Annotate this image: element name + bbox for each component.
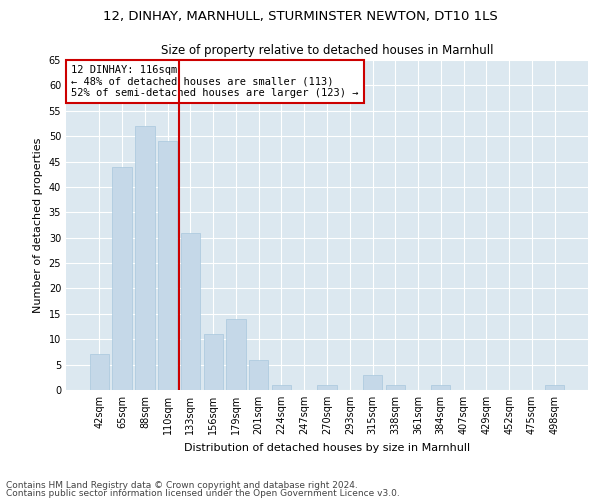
Bar [545,385,564,390]
Text: Contains public sector information licensed under the Open Government Licence v3: Contains public sector information licen… [6,488,400,498]
Bar [203,334,223,390]
Bar [317,385,337,390]
Title: Size of property relative to detached houses in Marnhull: Size of property relative to detached ho… [161,44,493,58]
Bar [112,166,132,390]
Bar [272,385,291,390]
Bar [431,385,451,390]
Bar [386,385,405,390]
X-axis label: Distribution of detached houses by size in Marnhull: Distribution of detached houses by size … [184,442,470,452]
Bar [181,232,200,390]
Bar [226,319,245,390]
Bar [90,354,109,390]
Bar [363,375,382,390]
Y-axis label: Number of detached properties: Number of detached properties [33,138,43,312]
Text: 12, DINHAY, MARNHULL, STURMINSTER NEWTON, DT10 1LS: 12, DINHAY, MARNHULL, STURMINSTER NEWTON… [103,10,497,23]
Bar [249,360,268,390]
Text: Contains HM Land Registry data © Crown copyright and database right 2024.: Contains HM Land Registry data © Crown c… [6,481,358,490]
Text: 12 DINHAY: 116sqm
← 48% of detached houses are smaller (113)
52% of semi-detache: 12 DINHAY: 116sqm ← 48% of detached hous… [71,65,359,98]
Bar [135,126,155,390]
Bar [158,141,178,390]
